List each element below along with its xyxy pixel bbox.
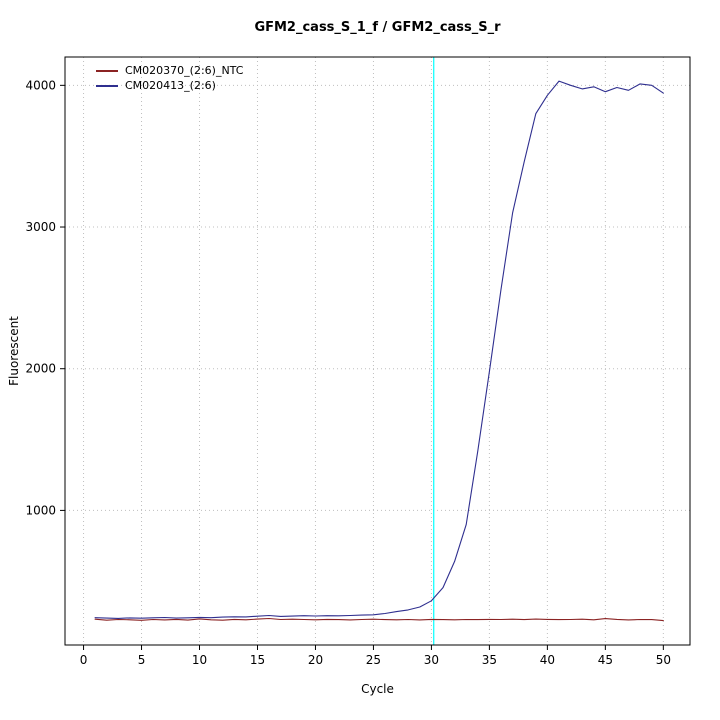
legend-label-sample: CM020413_(2:6) bbox=[125, 79, 216, 92]
legend: CM020370_(2:6)_NTC CM020413_(2:6) bbox=[96, 63, 243, 93]
svg-text:30: 30 bbox=[424, 653, 439, 667]
legend-line-swatch-ntc bbox=[96, 69, 118, 72]
chart-title: GFM2_cass_S_1_f / GFM2_cass_S_r bbox=[254, 20, 501, 35]
legend-line-swatch-sample bbox=[96, 84, 118, 87]
legend-label-ntc: CM020370_(2:6)_NTC bbox=[125, 64, 244, 77]
svg-text:35: 35 bbox=[482, 653, 497, 667]
svg-text:0: 0 bbox=[80, 653, 88, 667]
svg-text:15: 15 bbox=[250, 653, 265, 667]
svg-text:40: 40 bbox=[540, 653, 555, 667]
x-axis-label: Cycle bbox=[361, 682, 394, 696]
legend-item-ntc: CM020370_(2:6)_NTC bbox=[96, 63, 243, 78]
legend-item-sample: CM020413_(2:6) bbox=[96, 78, 243, 93]
svg-text:45: 45 bbox=[598, 653, 613, 667]
svg-text:25: 25 bbox=[366, 653, 381, 667]
svg-text:3000: 3000 bbox=[25, 220, 56, 234]
svg-text:50: 50 bbox=[656, 653, 671, 667]
svg-text:20: 20 bbox=[308, 653, 323, 667]
svg-text:4000: 4000 bbox=[25, 78, 56, 92]
svg-text:2000: 2000 bbox=[25, 362, 56, 376]
svg-text:1000: 1000 bbox=[25, 503, 56, 517]
svg-text:5: 5 bbox=[138, 653, 146, 667]
svg-text:10: 10 bbox=[192, 653, 207, 667]
